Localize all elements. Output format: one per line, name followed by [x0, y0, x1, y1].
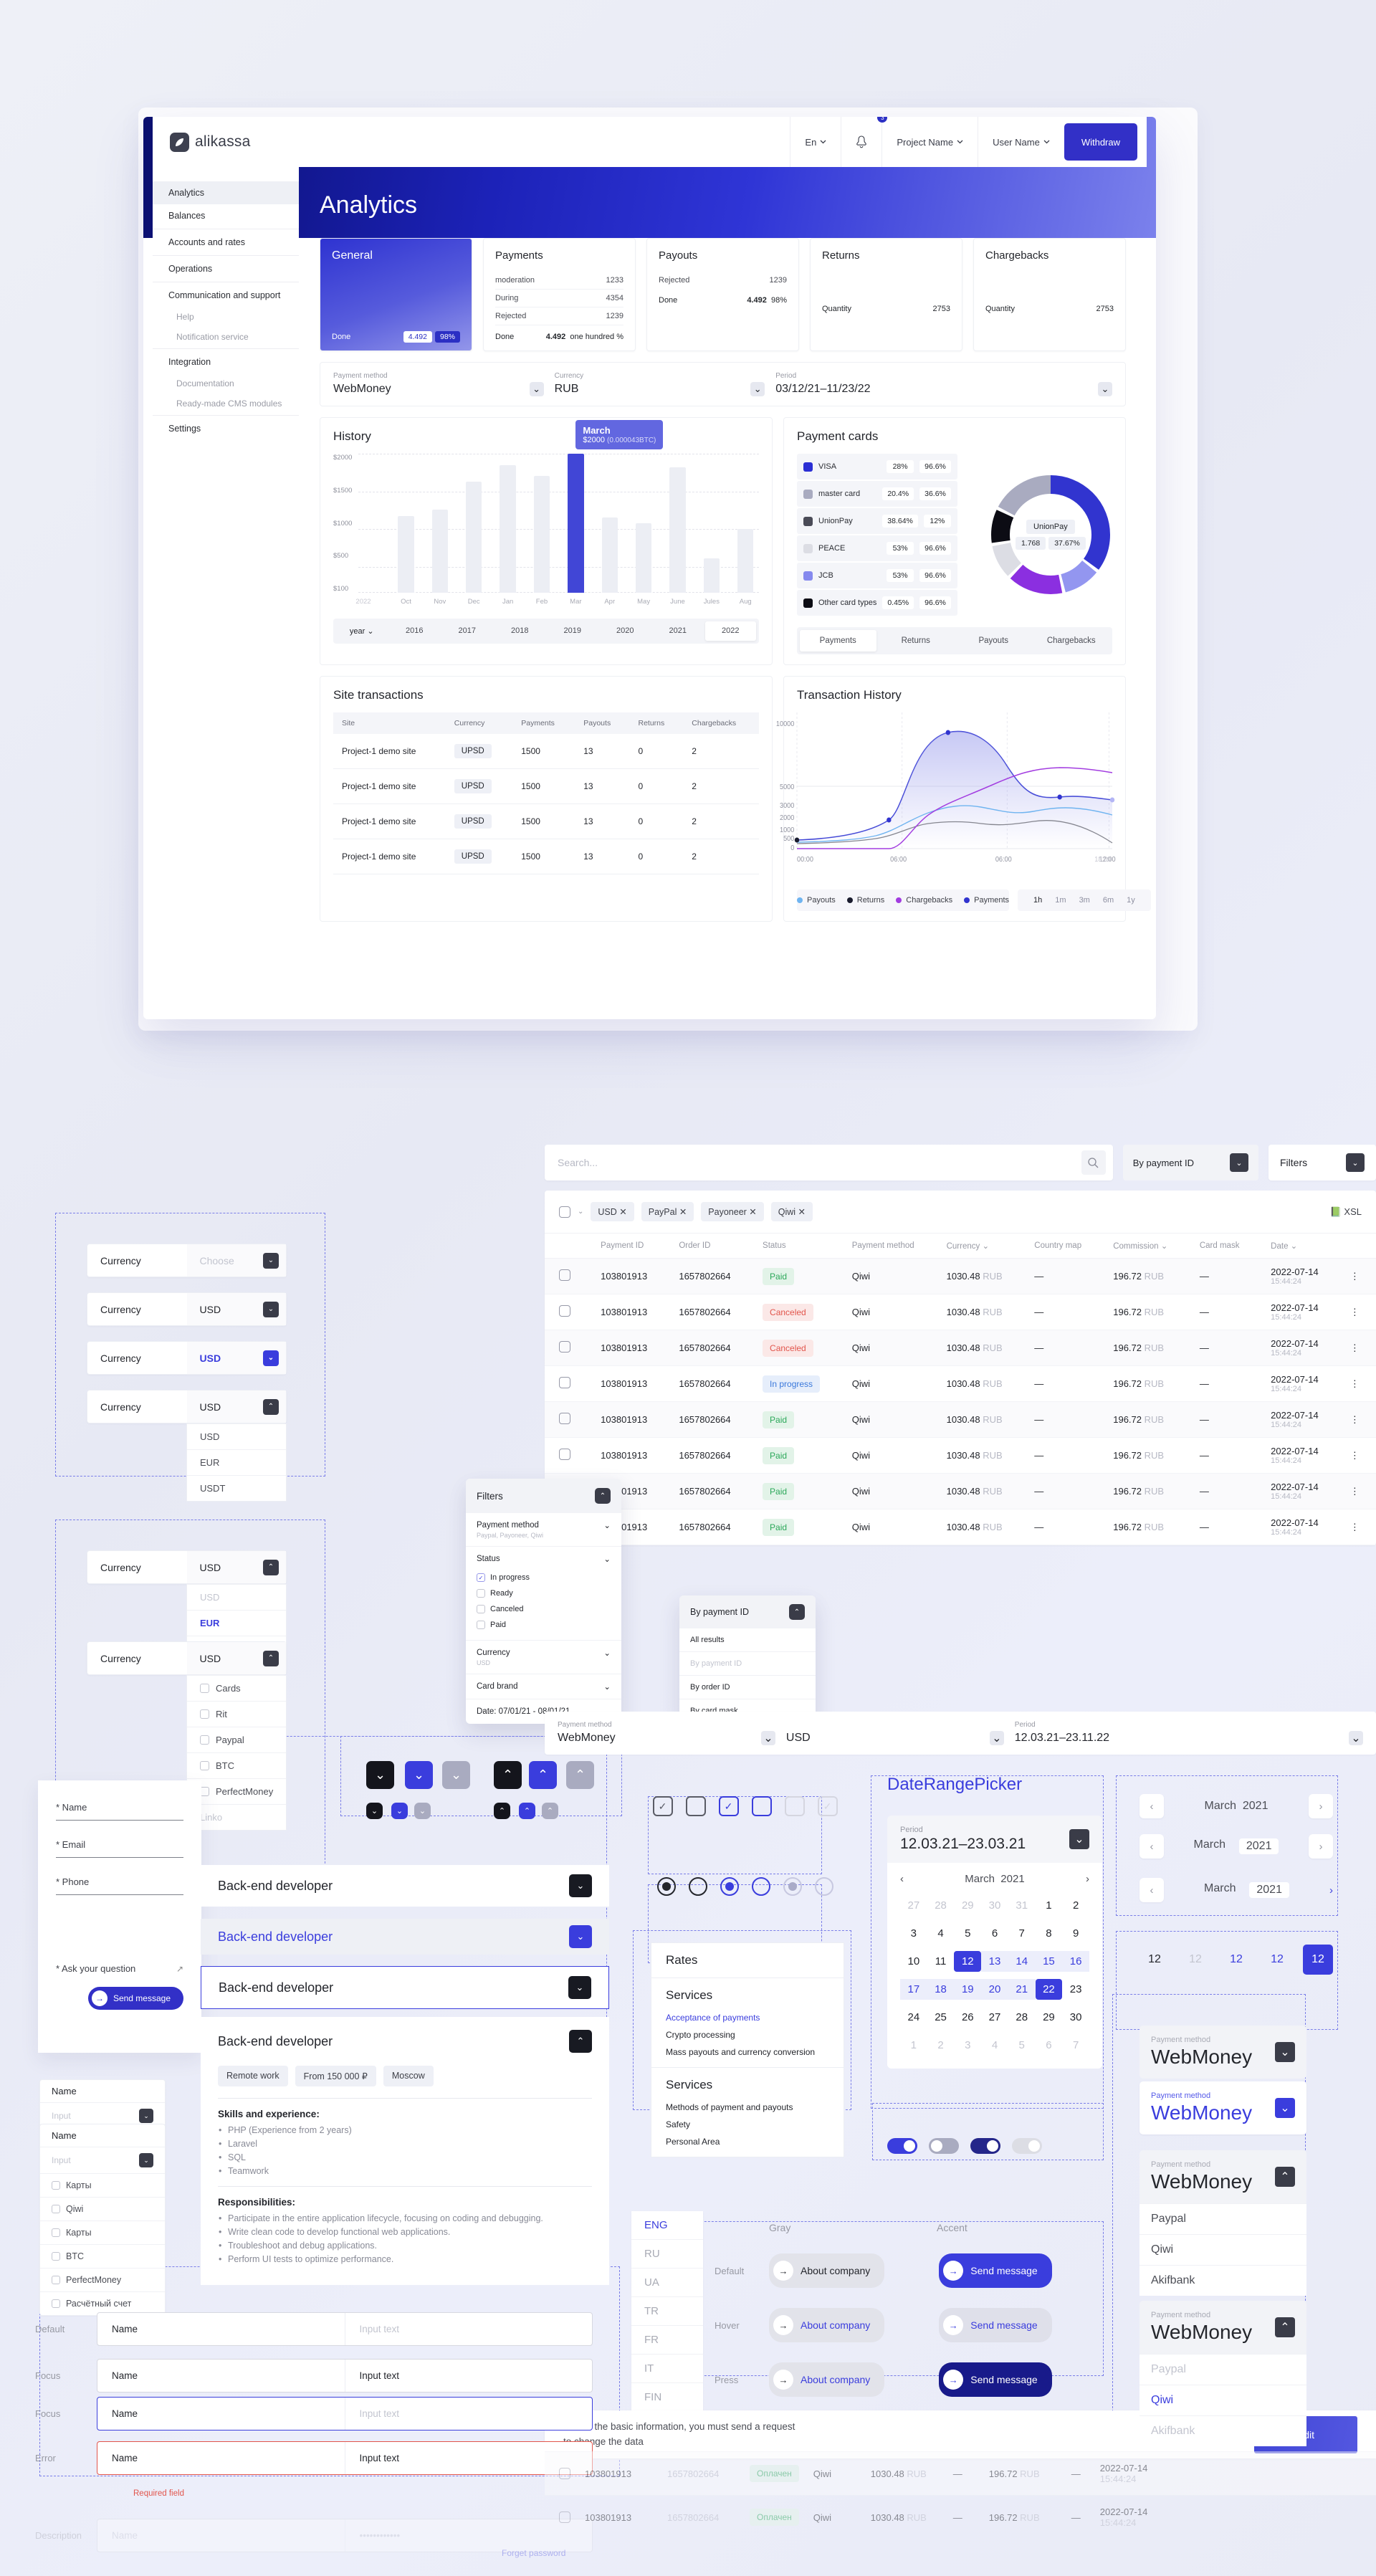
- svg-text:18:00: 18:00: [1094, 856, 1111, 864]
- svg-text:00:00: 00:00: [797, 856, 813, 864]
- svg-text:0: 0: [790, 844, 794, 852]
- svg-text:1000: 1000: [780, 826, 794, 834]
- svg-text:500: 500: [783, 835, 794, 843]
- svg-text:2000: 2000: [780, 814, 794, 822]
- svg-text:3000: 3000: [780, 802, 794, 810]
- svg-text:10000: 10000: [776, 720, 794, 728]
- svg-text:06:00: 06:00: [890, 856, 907, 864]
- svg-text:5000: 5000: [780, 783, 794, 791]
- svg-text:06:00: 06:00: [995, 856, 1012, 864]
